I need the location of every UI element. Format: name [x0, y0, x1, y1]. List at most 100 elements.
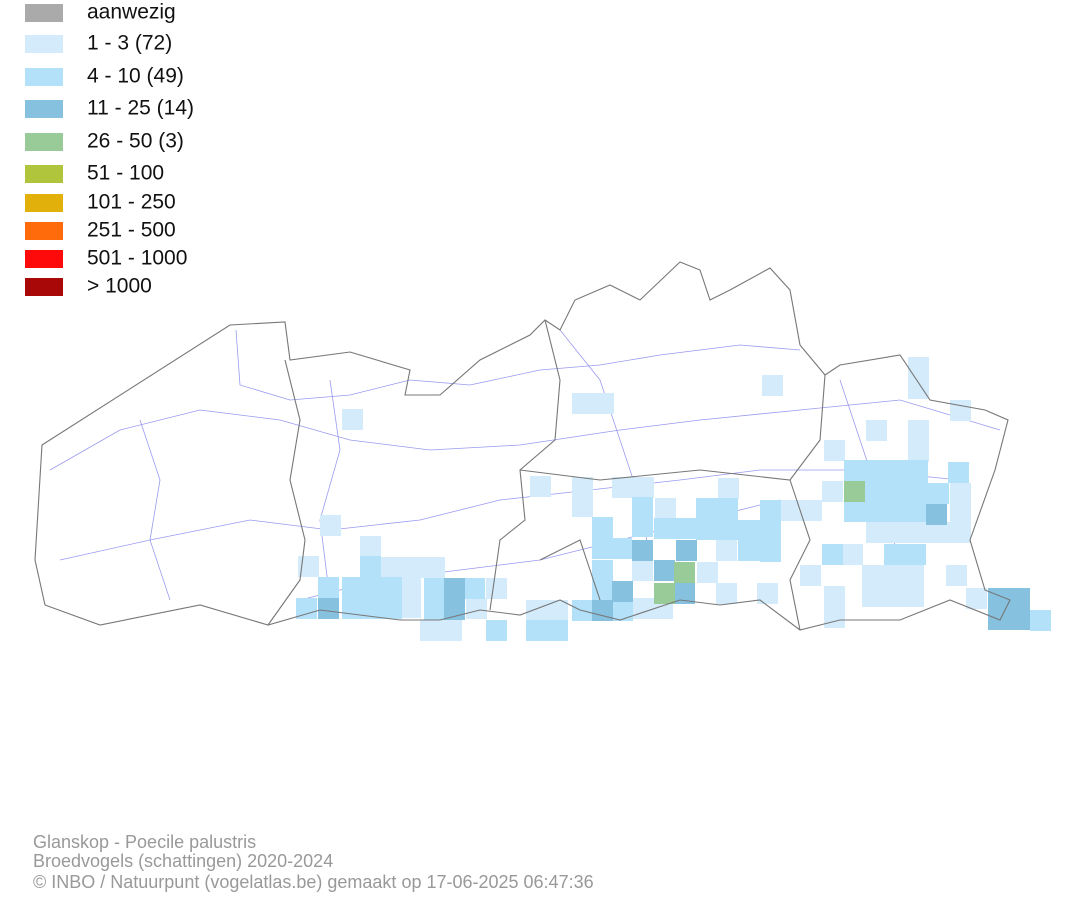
- province-border: [267, 359, 306, 626]
- legend-swatch: [25, 133, 63, 151]
- legend-swatch: [25, 222, 63, 240]
- grid-cell: [632, 540, 653, 561]
- grid-cell: [780, 500, 822, 521]
- grid-cell: [757, 583, 778, 604]
- legend-label: 1 - 3 (72): [87, 32, 172, 55]
- grid-cell: [655, 498, 676, 519]
- legend-label: aanwezig: [87, 1, 176, 24]
- grid-cell: [822, 481, 843, 502]
- legend-swatch: [25, 68, 63, 86]
- legend-label: 501 - 1000: [87, 247, 187, 270]
- grid-cell: [360, 536, 381, 557]
- legend-label: 26 - 50 (3): [87, 130, 184, 153]
- legend-swatch: [25, 165, 63, 183]
- grid-cell: [884, 544, 926, 565]
- legend-swatch: [25, 100, 63, 118]
- footer-line: Glanskop - Poecile palustris: [33, 832, 256, 852]
- grid-cell: [866, 522, 950, 543]
- grid-cell: [908, 357, 929, 399]
- grid-cell: [400, 578, 421, 618]
- legend-swatch: [25, 35, 63, 53]
- grid-cell: [738, 540, 780, 561]
- grid-cell: [612, 600, 633, 621]
- grid-cell: [716, 540, 737, 561]
- grid-cell: [716, 583, 737, 604]
- grid-cell: [824, 440, 845, 461]
- grid-cell: [928, 483, 949, 504]
- legend-label: 101 - 250: [87, 191, 176, 214]
- grid-cell: [420, 620, 462, 641]
- grid-cell: [592, 538, 632, 559]
- grid-cell: [908, 420, 929, 462]
- grid-cell: [342, 577, 402, 619]
- grid-cell: [697, 562, 718, 583]
- province-border: [489, 319, 561, 611]
- grid-cell: [530, 476, 551, 497]
- grid-cell: [950, 400, 971, 421]
- grid-cell: [298, 556, 319, 577]
- grid-cell: [526, 600, 568, 621]
- province-border: [519, 374, 826, 481]
- grid-cell: [572, 477, 593, 517]
- grid-cell: [612, 581, 633, 602]
- footer: Glanskop - Poecile palustrisBroedvogels …: [33, 832, 594, 892]
- road: [49, 399, 1001, 471]
- grid-cell: [950, 483, 971, 543]
- grid-cells: [296, 357, 1051, 641]
- grid-cell: [866, 420, 887, 441]
- grid-cell: [822, 544, 843, 565]
- legend-swatch: [25, 4, 63, 22]
- grid-cell: [824, 586, 845, 628]
- grid-cell: [486, 578, 507, 599]
- legend-label: > 1000: [87, 275, 152, 298]
- grid-cell: [800, 565, 821, 586]
- road: [235, 329, 801, 401]
- grid-cell: [762, 375, 783, 396]
- grid-cell: [1030, 610, 1051, 631]
- grid-cell: [654, 583, 675, 604]
- boundaries: [34, 261, 1011, 631]
- grid-cell: [592, 560, 613, 600]
- grid-cell: [526, 620, 568, 641]
- grid-cell: [444, 578, 465, 620]
- grid-cell: [572, 393, 614, 414]
- legend-label: 251 - 500: [87, 219, 176, 242]
- grid-cell: [296, 598, 317, 619]
- grid-cell: [718, 478, 739, 499]
- legend-swatch: [25, 278, 63, 296]
- grid-cell: [318, 598, 339, 619]
- grid-cell: [320, 515, 341, 536]
- grid-cell: [862, 565, 924, 607]
- grid-cell: [592, 600, 613, 621]
- grid-cell: [676, 540, 697, 561]
- region-outline: [34, 261, 1011, 631]
- road: [59, 469, 961, 561]
- grid-cell: [654, 560, 675, 581]
- grid-cell: [592, 517, 613, 538]
- grid-cell: [988, 588, 1030, 630]
- grid-cell: [842, 544, 863, 565]
- grid-cell: [632, 598, 653, 619]
- grid-cell: [612, 477, 654, 498]
- grid-cell: [464, 578, 485, 599]
- grid-cell: [424, 578, 445, 620]
- grid-cell: [926, 504, 947, 525]
- grid-cell: [632, 497, 653, 537]
- grid-cell: [844, 481, 865, 502]
- grid-cell: [466, 598, 487, 619]
- grid-cell: [674, 583, 695, 604]
- province-border: [789, 479, 811, 631]
- grid-cell: [318, 577, 339, 598]
- grid-cell: [696, 498, 738, 540]
- grid-cell: [966, 588, 987, 609]
- road: [139, 419, 171, 601]
- road: [319, 379, 341, 601]
- grid-cell: [360, 556, 381, 577]
- legend-swatch: [25, 194, 63, 212]
- footer-line: Broedvogels (schattingen) 2020-2024: [33, 851, 333, 871]
- footer-line: © INBO / Natuurpunt (vogelatlas.be) gema…: [33, 872, 594, 892]
- legend: aanwezig 1 - 3 (72) 4 - 10 (49) 11 - 25 (14…: [25, 1, 194, 298]
- grid-cell: [632, 560, 653, 581]
